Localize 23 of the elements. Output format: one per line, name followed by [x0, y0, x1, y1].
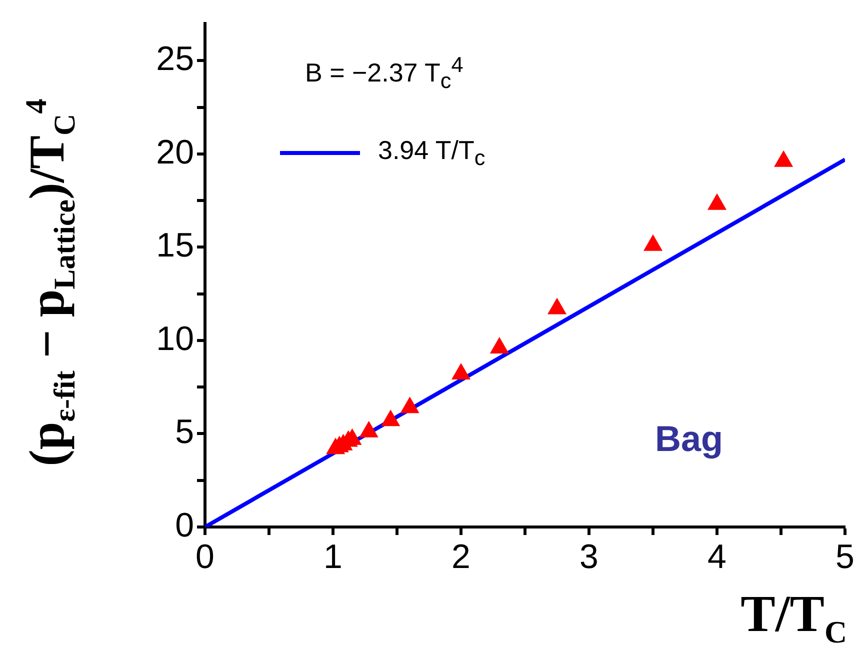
y-tick-label: 10 — [156, 320, 194, 358]
point — [548, 298, 566, 314]
x-tick-label: 3 — [580, 538, 598, 576]
point — [400, 397, 419, 414]
x-tick-label: 1 — [324, 538, 342, 576]
x-tick-label: 5 — [836, 538, 854, 576]
y-tick-label: 0 — [175, 506, 194, 544]
point — [360, 421, 378, 438]
x-tick-label: 2 — [452, 538, 470, 576]
point — [644, 234, 662, 251]
y-tick-label: 20 — [156, 133, 194, 172]
x-axis-title: T/T$_{C}$ — [740, 585, 847, 650]
annotation: Bag — [655, 418, 724, 460]
point — [452, 364, 470, 380]
point — [490, 337, 509, 354]
y-tick-label: 25 — [156, 40, 194, 78]
point — [708, 194, 726, 210]
point — [381, 410, 400, 426]
y-tick-label: 5 — [175, 413, 194, 452]
y-tick-label: 15 — [156, 226, 194, 265]
legend-label: 3.94 T/T$_{c}$ — [378, 135, 486, 172]
point — [774, 150, 793, 167]
x-tick-label: 4 — [708, 538, 726, 576]
